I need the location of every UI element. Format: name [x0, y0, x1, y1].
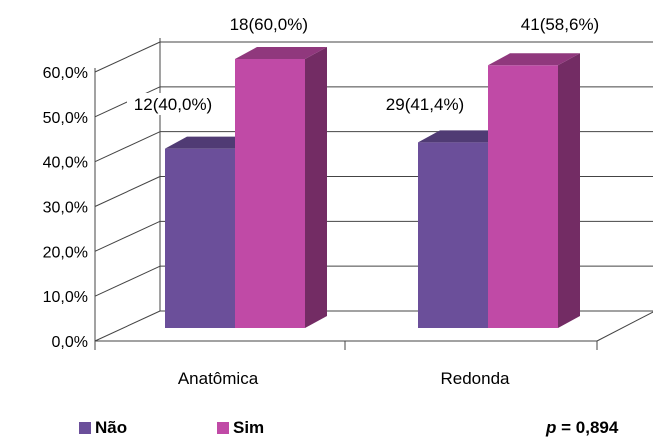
y-tick-label: 0,0%: [52, 334, 88, 351]
floor-right-edge: [596, 311, 653, 342]
y-tick-label: 10,0%: [43, 289, 88, 306]
grid-diagonal: [94, 131, 161, 163]
legend-item-sim: Sim: [217, 418, 264, 438]
data-label-bg: [127, 93, 219, 115]
legend-swatch-nao: [79, 422, 91, 434]
legend-item-nao: Não: [79, 418, 127, 438]
data-label: 18(60,0%): [230, 15, 308, 34]
grid-diagonal: [94, 176, 161, 207]
data-label: 29(41,4%): [386, 95, 464, 114]
p-symbol: p: [546, 418, 557, 437]
legend-swatch-sim: [217, 422, 229, 434]
bar-front: [488, 65, 558, 328]
data-label-bg: [514, 13, 606, 35]
x-category-label: Anatômica: [178, 369, 259, 388]
grid-diagonal: [94, 265, 161, 297]
bar-side: [558, 53, 580, 328]
bar-front: [418, 142, 488, 328]
p-value-text: = 0,894: [556, 418, 619, 437]
bar-top: [165, 136, 257, 149]
data-label-bg: [219, 13, 311, 35]
y-tick-label: 30,0%: [43, 200, 88, 217]
bar-top: [488, 53, 580, 66]
y-tick-label: 20,0%: [43, 244, 88, 261]
bar-top: [418, 130, 510, 143]
data-label-bg: [379, 93, 471, 115]
legend-label-sim: Sim: [233, 418, 265, 437]
grid-diagonal: [94, 41, 161, 73]
data-label: 12(40,0%): [134, 95, 212, 114]
x-category-label: Redonda: [440, 369, 510, 388]
bar-front: [235, 59, 305, 328]
bar-front: [165, 148, 235, 328]
data-label: 41(58,6%): [521, 15, 599, 34]
y-tick-label: 60,0%: [43, 65, 88, 82]
grid-diagonal: [94, 220, 161, 252]
legend-label-nao: Não: [95, 418, 128, 437]
y-tick-label: 50,0%: [43, 110, 88, 127]
y-tick-label: 40,0%: [43, 155, 88, 172]
p-value-annotation: p = 0,894: [546, 418, 618, 438]
bar-top: [235, 47, 327, 59]
grid-diagonal: [94, 310, 161, 342]
bar-side: [305, 47, 327, 328]
